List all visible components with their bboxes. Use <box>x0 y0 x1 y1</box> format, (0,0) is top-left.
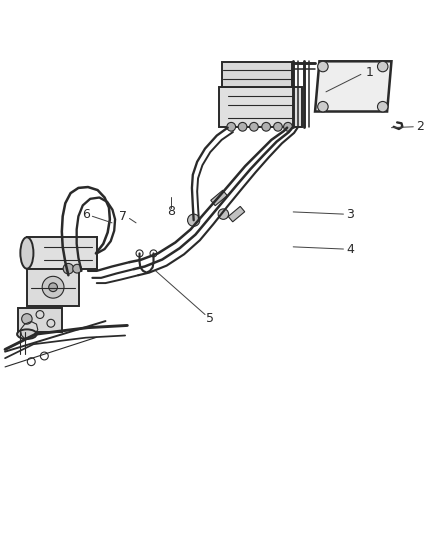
Polygon shape <box>315 61 392 111</box>
Circle shape <box>49 283 57 292</box>
Circle shape <box>42 276 64 298</box>
Circle shape <box>21 313 32 324</box>
Text: 2: 2 <box>416 120 424 133</box>
Circle shape <box>378 101 388 112</box>
Circle shape <box>318 101 328 112</box>
Circle shape <box>378 61 388 72</box>
Circle shape <box>187 214 200 227</box>
Text: 7: 7 <box>119 210 127 223</box>
Bar <box>27 237 97 269</box>
Text: 1: 1 <box>366 66 374 79</box>
Text: 8: 8 <box>167 205 175 219</box>
Circle shape <box>73 264 81 273</box>
Ellipse shape <box>20 237 33 269</box>
Bar <box>27 269 79 306</box>
Text: 6: 6 <box>82 208 90 221</box>
Circle shape <box>63 263 74 274</box>
Text: 3: 3 <box>346 208 354 221</box>
Ellipse shape <box>17 329 37 339</box>
Bar <box>18 308 62 332</box>
Text: 5: 5 <box>206 312 214 325</box>
Circle shape <box>218 209 229 220</box>
Circle shape <box>318 61 328 72</box>
Polygon shape <box>223 62 292 87</box>
Polygon shape <box>228 206 245 222</box>
Bar <box>219 87 302 127</box>
Circle shape <box>274 123 283 131</box>
Circle shape <box>262 123 271 131</box>
Circle shape <box>284 123 292 131</box>
Polygon shape <box>211 190 227 206</box>
Circle shape <box>238 123 247 131</box>
Circle shape <box>250 123 258 131</box>
Circle shape <box>227 123 236 131</box>
Text: 4: 4 <box>346 243 354 255</box>
